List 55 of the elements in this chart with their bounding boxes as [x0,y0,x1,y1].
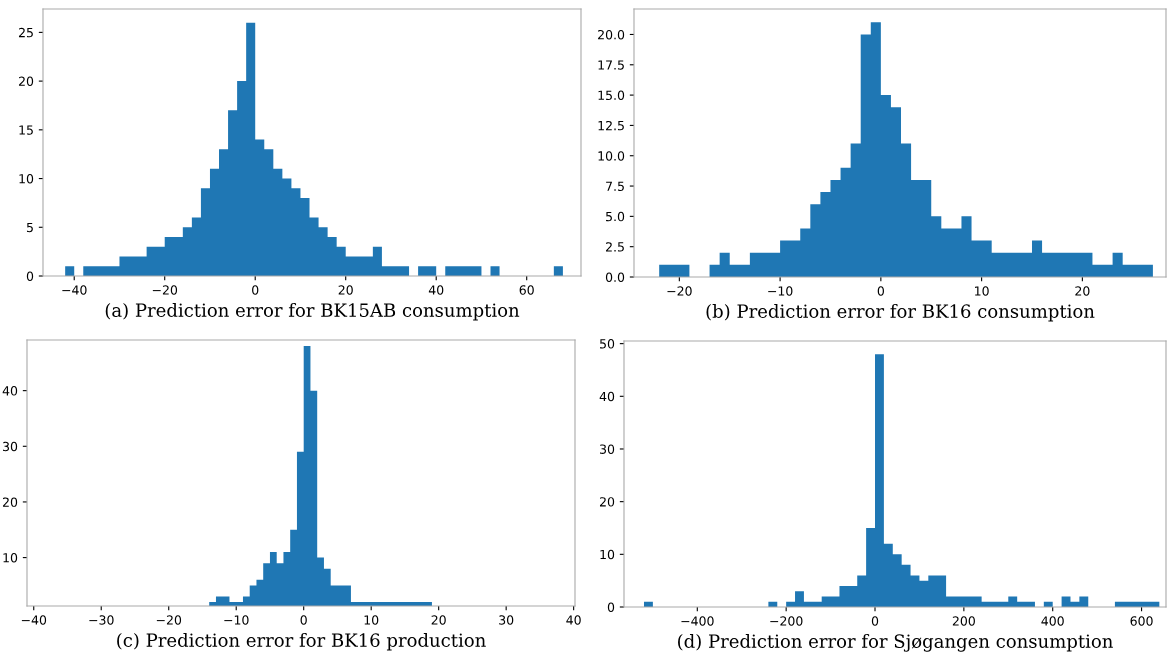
y-tick-label: 10.0 [598,151,625,161]
y-tick-label: 0.0 [605,272,625,282]
x-tick-label: 30 [499,615,514,625]
y-tick-label: 10 [600,549,615,560]
y-tick-label: 40 [599,391,615,402]
y-tick-label: 10 [19,174,34,184]
x-tick-label: −20 [156,615,182,625]
x-tick-label: 600 [1130,616,1153,626]
y-tick-label: 20 [2,497,18,507]
y-tick-label: 7.5 [606,181,624,191]
x-tick-label: 10 [364,615,379,625]
x-tick-label: 0 [300,615,307,625]
x-tick-label: 40 [566,615,581,625]
y-tick-label: 2.5 [606,242,624,252]
text: (d) Prediction error for Sjøgangen consumption [678,634,1113,652]
x-tick-label: −20 [152,285,178,295]
y-tick-label: 50 [600,339,615,349]
x-tick-label: −10 [768,286,793,296]
x-tick-label: 10 [975,286,989,296]
y-tick-label: 20.0 [598,29,625,40]
text: (c) Prediction error for BK16 production [117,633,486,651]
y-tick-label: 30 [600,444,615,454]
x-tick-label: −40 [62,285,87,295]
x-tick-label: −40 [21,615,47,625]
y-tick-label: 5 [26,222,33,233]
y-tick-label: 10 [3,553,18,563]
x-tick-label: 40 [428,285,444,295]
text: (a) Prediction error for BK15AB consumption [105,303,520,321]
x-tick-label: −30 [89,615,114,625]
x-tick-label: 0 [252,285,259,295]
y-tick-label: 0 [607,602,615,612]
y-tick-label: 20 [599,497,615,507]
x-tick-label: 200 [952,616,975,626]
y-tick-label: 30 [3,441,18,452]
x-tick-label: 0 [871,616,879,626]
x-tick-label: 20 [431,615,446,625]
x-tick-label: 400 [1041,616,1064,626]
y-tick-label: 25 [18,27,33,38]
x-tick-label: 60 [519,285,534,295]
y-tick-label: 20 [18,76,34,87]
y-tick-label: 12.5 [598,120,624,131]
y-tick-label: 5.0 [606,211,625,222]
text: (b) Prediction error for BK16 consumption [706,304,1095,322]
x-tick-label: 20 [338,285,353,295]
x-tick-label: −400 [681,616,714,626]
y-tick-label: 17.5 [598,60,624,70]
y-tick-label: 15 [19,125,33,135]
y-tick-label: 40 [2,386,18,396]
x-tick-label: 20 [1075,286,1090,296]
y-tick-label: 0 [26,271,34,281]
x-tick-label: −10 [224,615,249,625]
x-tick-label: 0 [877,286,884,296]
x-tick-label: −20 [667,286,692,296]
x-tick-label: −200 [770,616,803,626]
y-tick-label: 15.0 [598,90,625,101]
